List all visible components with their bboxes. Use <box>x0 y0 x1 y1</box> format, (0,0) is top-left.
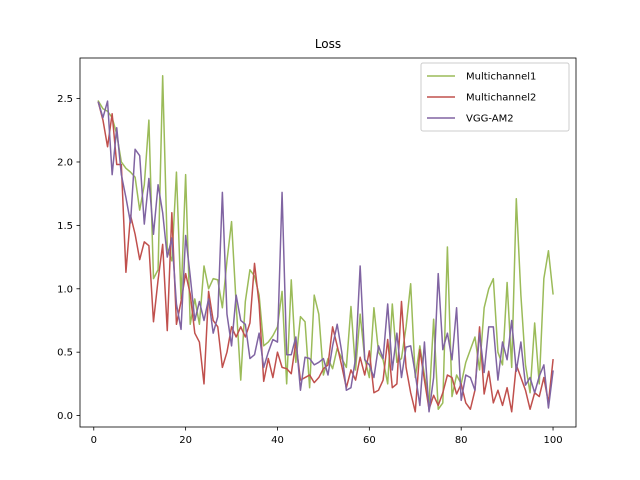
legend-label: Multichannel1 <box>466 72 536 83</box>
legend-label: Multichannel2 <box>466 93 536 104</box>
y-tick-label: 2.0 <box>57 157 73 168</box>
y-axis: 0.0 0.5 1.0 1.5 2.0 2.5 <box>57 94 80 422</box>
y-tick-label: 0.0 <box>57 411 73 422</box>
x-tick-label: 60 <box>363 435 376 446</box>
x-tick-label: 0 <box>91 435 97 446</box>
legend-box <box>420 62 570 132</box>
chart-title: Loss <box>315 37 341 51</box>
x-axis: 0 20 40 60 80 100 <box>91 427 563 446</box>
x-tick-label: 40 <box>271 435 284 446</box>
y-tick-label: 1.0 <box>57 284 73 295</box>
y-tick-label: 2.5 <box>57 94 73 105</box>
y-tick-label: 0.5 <box>57 348 73 359</box>
legend: Multichannel1 Multichannel2 VGG-AM2 <box>420 62 570 132</box>
series-line-vgg-am2 <box>97 100 554 413</box>
legend-label: VGG-AM2 <box>466 114 514 125</box>
x-tick-label: 20 <box>179 435 192 446</box>
plot-area-frame <box>79 57 577 428</box>
x-tick-label: 100 <box>543 435 562 446</box>
x-tick-label: 80 <box>455 435 468 446</box>
y-tick-label: 1.5 <box>57 221 73 232</box>
series-layer <box>97 75 554 413</box>
